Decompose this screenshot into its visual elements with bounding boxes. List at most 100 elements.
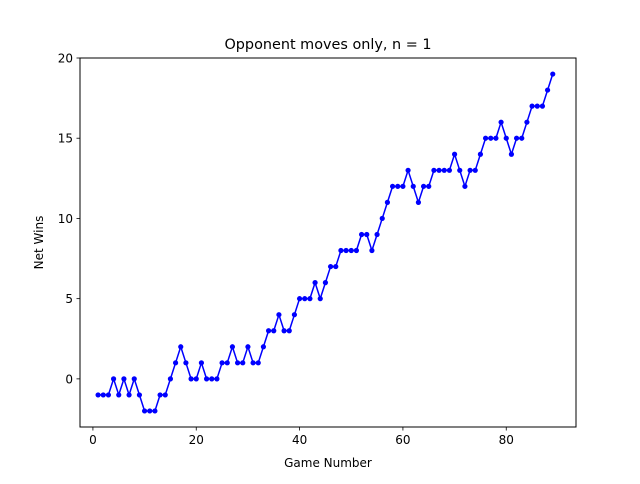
y-tick-label: 10 [58,212,73,226]
y-tick-label: 15 [58,132,73,146]
data-point [338,247,344,254]
data-point [136,392,143,398]
data-point [493,135,499,141]
x-tick-label: 80 [499,433,514,447]
y-axis-ticks: 0 5 10 15 20 [58,52,80,386]
data-point [245,344,251,350]
data-point [358,231,365,238]
data-point [333,263,339,270]
data-point [240,360,246,366]
data-point [209,376,215,382]
data-point [379,215,385,222]
data-point [224,360,230,366]
data-point [529,103,535,109]
data-point [519,135,525,141]
data-point [105,392,112,398]
data-point [296,296,303,302]
data-point [420,183,427,189]
x-tick-label: 20 [189,433,204,447]
y-tick-label: 0 [65,372,73,386]
data-point [436,167,442,173]
x-axis-label: Game Number [284,456,372,470]
data-point [121,376,127,382]
data-point [219,360,225,366]
data-point [462,183,468,189]
data-point [472,167,478,173]
data-point [286,328,292,334]
data-series [95,71,556,414]
data-point [369,247,375,254]
data-point [281,328,287,334]
data-point [534,103,540,109]
data-point [307,296,313,302]
data-point [457,167,463,173]
data-point [431,167,437,173]
data-point [384,199,391,205]
y-tick-label: 20 [58,52,73,66]
data-point [157,392,163,398]
data-point [152,408,158,414]
data-point [203,376,210,382]
y-axis-label: Net Wins [32,216,46,270]
data-point [291,312,298,318]
data-point [426,183,432,189]
data-point [271,328,277,334]
data-point [188,376,194,382]
data-point [172,360,179,366]
data-point [327,263,334,270]
data-point [544,87,551,93]
data-point [100,392,106,398]
data-point [162,392,168,398]
data-point [467,167,473,173]
data-point [524,119,530,125]
data-point [482,135,489,141]
data-point [302,296,308,302]
data-point [265,328,272,334]
data-point [400,183,406,189]
data-point [116,392,122,398]
x-axis-ticks: 0 20 40 60 80 [89,427,514,447]
data-point [550,71,556,77]
data-point [312,280,318,286]
data-point [322,280,329,286]
data-point [250,360,256,366]
data-point [317,296,323,302]
data-point [441,167,447,173]
plot-frame [79,57,577,428]
data-point [389,183,396,189]
chart-title: Opponent moves only, n = 1 [224,37,431,53]
data-point [95,392,101,398]
data-point [498,119,504,125]
x-tick-label: 60 [395,433,410,447]
data-point [508,151,515,157]
data-point [405,167,411,173]
data-point [513,135,520,141]
y-tick-label: 5 [65,292,73,306]
data-point [147,408,153,414]
data-point [415,199,422,205]
data-point [167,376,174,382]
data-point [348,247,354,254]
data-point [255,360,261,366]
data-point [395,183,401,189]
data-point [178,344,184,350]
x-tick-label: 0 [89,433,97,447]
data-point [260,344,267,350]
data-point [131,376,137,382]
data-point [451,151,458,157]
data-point [539,103,546,109]
data-point [234,360,241,366]
data-point [198,360,205,366]
data-point [446,167,453,173]
data-point [353,247,360,254]
data-point [488,135,494,141]
data-point [503,135,509,141]
data-point [343,247,349,254]
data-point [374,231,380,238]
data-point [141,408,148,414]
data-point [214,376,220,382]
data-point [410,183,416,189]
data-point [126,392,132,398]
